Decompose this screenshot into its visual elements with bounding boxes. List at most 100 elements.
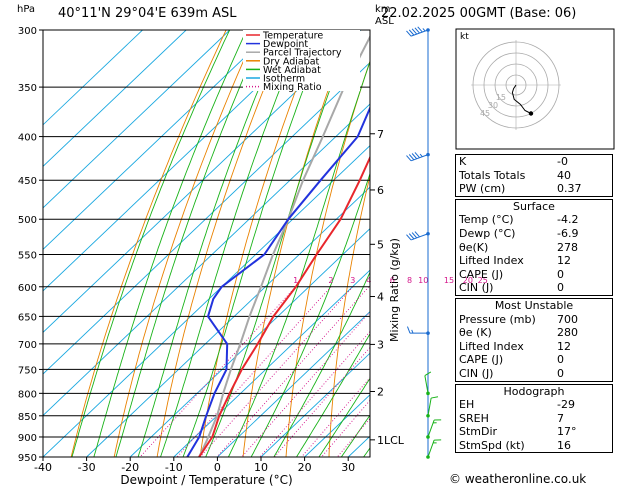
most-unstable-label: θe (K) [459, 326, 492, 340]
wind-barb-base [426, 435, 430, 439]
mixing-ratio-label: 15 [444, 276, 454, 285]
legend-label: Mixing Ratio [263, 82, 322, 93]
surface-row: Lifted Index 12 [456, 254, 612, 268]
wind-barb-flag [408, 29, 415, 36]
parcel-trajectory-line [198, 34, 370, 457]
wind-barb-base [426, 391, 430, 396]
surface-row: Temp (°C) -4.2 [456, 213, 612, 227]
temperature-tick-label: -20 [121, 461, 139, 474]
most-unstable-row: CIN (J) 0 [456, 367, 612, 381]
most-unstable-value: 0 [557, 353, 564, 367]
hodograph-frame [455, 28, 615, 150]
wind-barb-flag [414, 231, 420, 238]
hodograph-stat-value: -29 [557, 398, 575, 412]
hodograph-stat-value: 17° [557, 425, 577, 439]
mixing-ratio-label: 4 [366, 276, 371, 285]
wind-barb-flag [408, 233, 415, 240]
most-unstable-value: 700 [557, 312, 578, 326]
temperature-tick-label: 0 [214, 461, 221, 474]
pressure-tick-label: 750 [18, 365, 37, 376]
location-header: 40°11'N 29°04'E 639m ASL [58, 6, 237, 21]
datetime-header: 22.02.2025 00GMT (Base: 06) [381, 6, 577, 21]
surface-box: Surface Temp (°C) -4.2 Dewp (°C) -6.9 θe(K) 2… [455, 198, 613, 296]
pressure-tick-label: 500 [18, 215, 37, 226]
isotherm-line [43, 30, 187, 167]
temperature-tick-label: -40 [34, 461, 52, 474]
km-tick-label: 6 [377, 184, 384, 197]
surface-value: -4.2 [557, 213, 579, 227]
pressure-tick-label: 300 [18, 26, 37, 37]
hodograph-stat-value: 16 [557, 438, 571, 452]
index-label: PW (cm) [459, 182, 506, 196]
temperature-line [198, 155, 370, 457]
mixing-ratio-line [139, 286, 296, 457]
dry-adiabat-line [328, 174, 370, 457]
most-unstable-box: Most Unstable Pressure (mb) 700 θe (K) 280 L… [455, 297, 613, 382]
wet-adiabat-line [227, 60, 370, 457]
wet-adiabat-line [160, 30, 304, 457]
mixing-ratio-label: 20 [463, 276, 473, 285]
isotherm-line [260, 352, 370, 457]
surface-title: Surface [513, 199, 555, 213]
hodograph-stat-row: StmSpd (kt) 16 [456, 439, 612, 453]
wet-adiabat-line [93, 30, 248, 457]
hodograph-trace [511, 84, 532, 114]
wind-barb-flag [424, 371, 432, 377]
wind-barb-flag [406, 30, 412, 37]
surface-label: CIN (J) [459, 281, 494, 295]
most-unstable-label: Pressure (mb) [459, 312, 536, 326]
temperature-tick-label: 20 [298, 461, 312, 474]
storm-motion-marker [528, 111, 534, 116]
surface-value: 12 [557, 254, 571, 268]
most-unstable-row: θe (K) 280 [456, 326, 612, 340]
mixing-ratio-axis-label: Mixing Ratio (g/kg) [388, 238, 401, 342]
most-unstable-row: CAPE (J) 0 [456, 353, 612, 367]
plot-frame [42, 29, 371, 458]
most-unstable-label: Lifted Index [459, 339, 524, 353]
wind-barb-flag [411, 232, 418, 239]
most-unstable-value: 12 [557, 339, 571, 353]
hodograph-title: Hodograph [503, 384, 565, 398]
wet-adiabat-line [115, 30, 265, 457]
dry-adiabat-line [285, 59, 370, 457]
wind-barb-flag [414, 152, 420, 159]
dry-adiabat-line [156, 30, 289, 457]
wet-adiabat-line [71, 30, 231, 457]
pressure-tick-label: 850 [18, 412, 37, 423]
surface-label: Temp (°C) [459, 213, 514, 227]
surface-value: -6.9 [557, 226, 579, 240]
wind-barb-staff [427, 397, 432, 416]
wet-adiabat-line [205, 30, 352, 457]
surface-label: CAPE (J) [459, 267, 504, 281]
most-unstable-value: 0 [557, 366, 564, 380]
mixing-ratio-line [241, 311, 370, 457]
indices-box: K -0 Totals Totals 40 PW (cm) 0.37 [455, 154, 613, 197]
asl-unit: ASL [375, 16, 394, 27]
isotherm-line [129, 227, 370, 457]
wind-barb-flag [411, 153, 418, 160]
wind-barb-flag [406, 326, 411, 334]
km-tick-label: 5 [377, 238, 384, 251]
wind-barb-flag [406, 155, 412, 162]
mixing-ratio-label: 25 [478, 276, 488, 285]
hodograph-stat-row: SREH 7 [456, 412, 612, 426]
wet-adiabat-line [273, 271, 370, 457]
pressure-tick-label: 400 [18, 133, 37, 144]
wind-barb-base [426, 413, 430, 418]
hodograph-stat-row: EH -29 [456, 398, 612, 412]
km-tick-label: 7 [377, 128, 384, 141]
hodograph-ring-label: 45 [480, 109, 490, 118]
index-value: -0 [557, 155, 568, 168]
wind-barb-flag [408, 154, 415, 161]
x-axis-label: Dewpoint / Temperature (°C) [120, 473, 292, 486]
km-tick-label: 2 [377, 385, 384, 398]
most-unstable-label: CAPE (J) [459, 353, 504, 367]
dry-adiabat-line [70, 30, 227, 457]
pressure-tick-label: 350 [18, 83, 37, 94]
wind-barb-staff [424, 375, 429, 394]
pressure-tick-label: 950 [18, 453, 37, 464]
hodograph-stat-label: StmSpd (kt) [459, 438, 525, 452]
wind-barb-flag [411, 28, 418, 35]
hodograph-ring-label: 15 [496, 93, 506, 102]
